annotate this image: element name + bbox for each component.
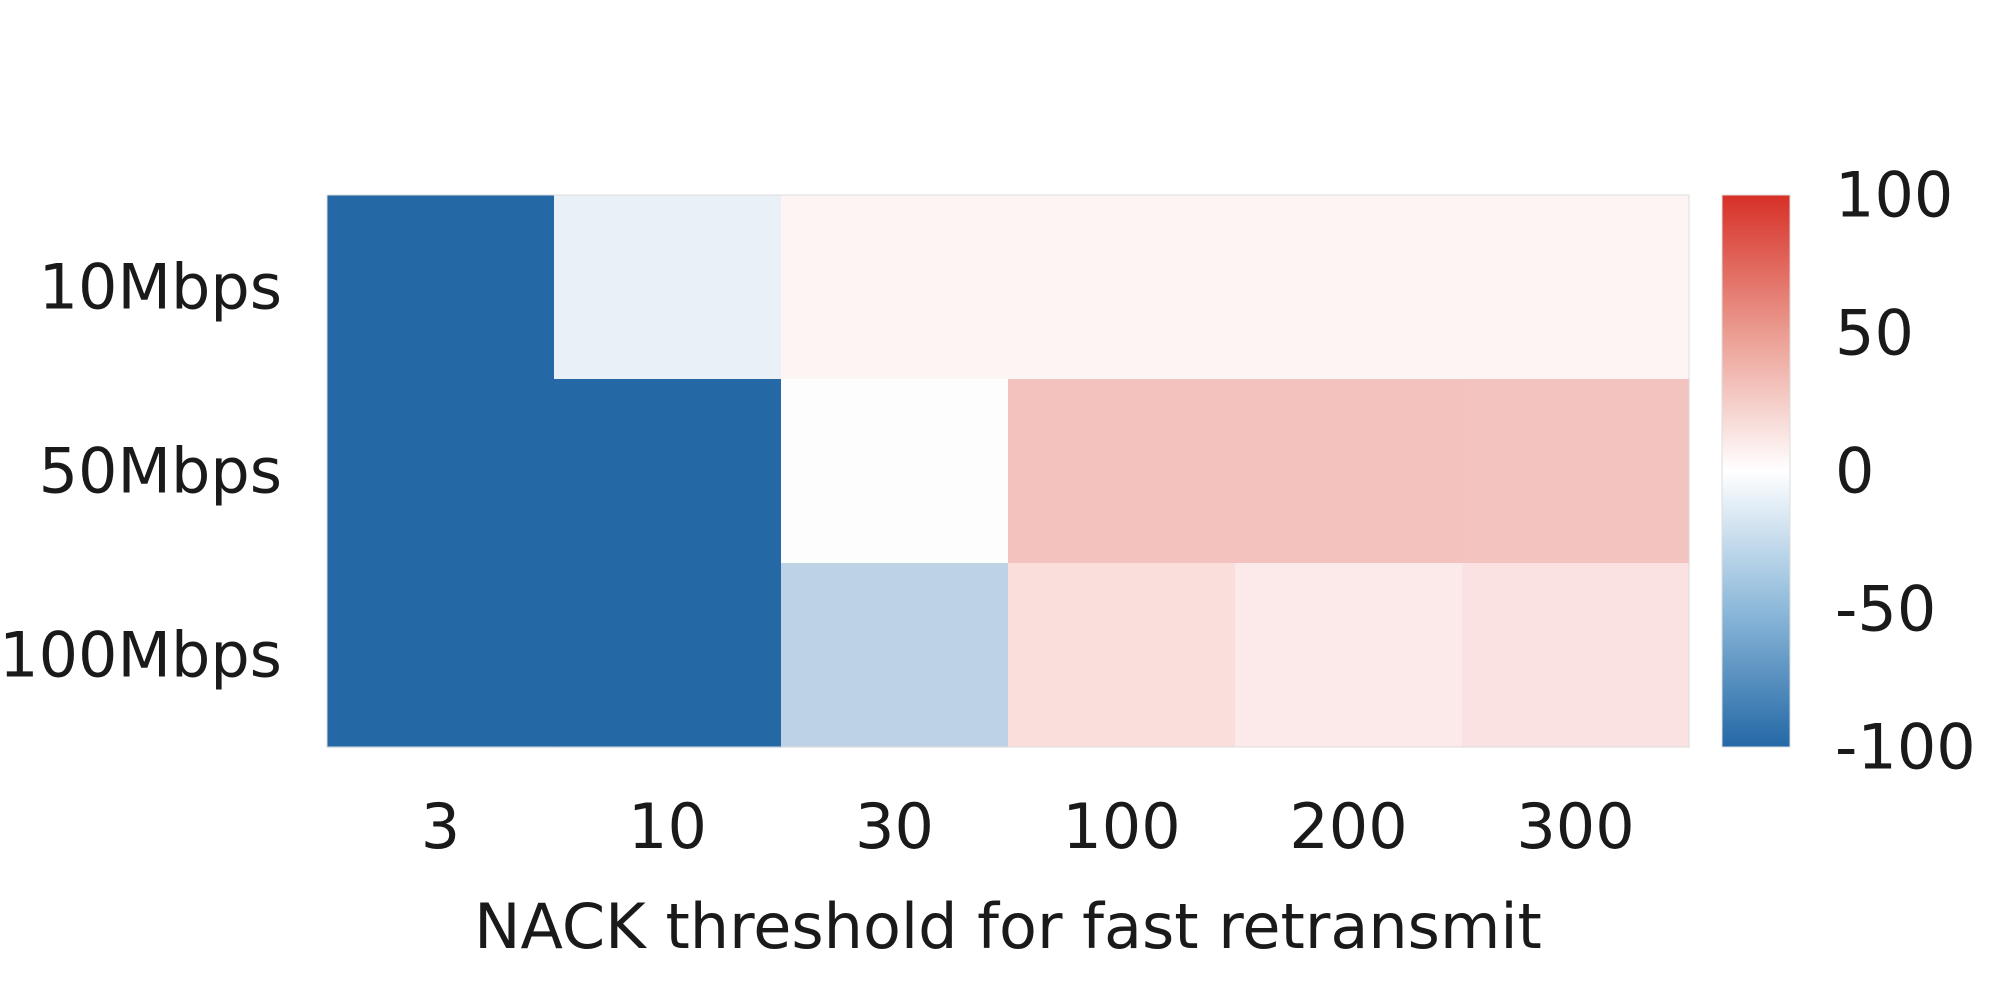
x-tick-labels: 3 10 30 100 200 300	[421, 790, 1635, 863]
x-tick-label: 3	[421, 790, 460, 863]
x-tick-label: 10	[628, 790, 707, 863]
heatmap-cell-50Mbps-200	[1235, 379, 1463, 564]
heatmap-cell-100Mbps-3	[327, 563, 555, 748]
y-tick-label: 10Mbps	[39, 251, 282, 324]
heatmap-cell-10Mbps-100	[1008, 195, 1236, 380]
colorbar-tick-label: -50	[1835, 573, 1936, 646]
heatmap-cell-100Mbps-30	[781, 563, 1009, 748]
x-tick-label: 100	[1062, 790, 1180, 863]
x-tick-label: 300	[1516, 790, 1634, 863]
heatmap-cell-10Mbps-30	[781, 195, 1009, 380]
heatmap-cells	[327, 195, 1690, 748]
y-tick-labels: 10Mbps 50Mbps 100Mbps	[0, 251, 282, 692]
heatmap-cell-10Mbps-10	[554, 195, 782, 380]
x-axis-title: NACK threshold for fast retransmit	[474, 890, 1542, 963]
heatmap-cell-100Mbps-100	[1008, 563, 1236, 748]
x-tick-label: 200	[1289, 790, 1407, 863]
heatmap-cell-100Mbps-300	[1462, 563, 1690, 748]
heatmap-cell-50Mbps-100	[1008, 379, 1236, 564]
colorbar-tick-label: 0	[1835, 435, 1874, 508]
colorbar-tick-label: -100	[1835, 711, 1976, 784]
x-tick-label: 30	[855, 790, 934, 863]
colorbar-tick-labels: 100 50 0 -50 -100	[1835, 159, 1976, 784]
y-tick-label: 100Mbps	[0, 619, 282, 692]
colorbar-tick-label: 50	[1835, 297, 1914, 370]
colorbar-tick-label: 100	[1835, 159, 1953, 232]
y-tick-label: 50Mbps	[39, 435, 282, 508]
heatmap-cell-10Mbps-200	[1235, 195, 1463, 380]
heatmap-cell-100Mbps-200	[1235, 563, 1463, 748]
heatmap-cell-50Mbps-30	[781, 379, 1009, 564]
heatmap-border	[326, 194, 1690, 748]
heatmap-cell-10Mbps-300	[1462, 195, 1690, 380]
heatmap-cell-50Mbps-300	[1462, 379, 1690, 564]
heatmap-cell-100Mbps-10	[554, 563, 782, 748]
heatmap-cell-50Mbps-3	[327, 379, 555, 564]
colorbar	[1721, 194, 1791, 748]
heatmap-cell-10Mbps-3	[327, 195, 555, 380]
heatmap-cell-50Mbps-10	[554, 379, 782, 564]
